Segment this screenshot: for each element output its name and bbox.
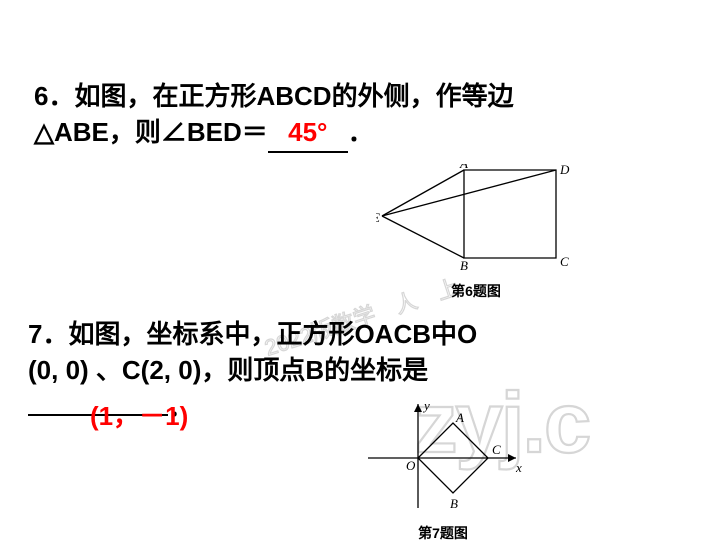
problem-6-answer: 45° <box>288 117 327 147</box>
problem-6-line2-prefix: △ABE，则∠BED＝ <box>34 117 268 147</box>
problem-6-line1: 6．如图，在正方形ABCD的外侧，作等边 <box>34 81 514 111</box>
problem-6-caption: 第6题图 <box>376 281 576 301</box>
label-D: D <box>559 164 570 177</box>
label-B2: B <box>450 496 458 511</box>
label-C2: C <box>492 442 501 457</box>
problem-7-line1: 7．如图，坐标系中，正方形OACB中O <box>28 319 477 349</box>
label-E: E <box>376 210 380 225</box>
problem-6-diagram: A D B C E <box>376 164 576 274</box>
problem-7-diagram: O A C B x y <box>358 398 528 518</box>
label-y: y <box>422 398 430 413</box>
problem-6-figure: A D B C E 第6题图 <box>376 164 576 301</box>
problem-7-figure: O A C B x y 第7题图 <box>358 398 528 543</box>
problem-7-caption: 第7题图 <box>358 523 528 543</box>
label-A: A <box>459 164 468 171</box>
label-x: x <box>515 460 522 475</box>
problem-7-line2: (0, 0) 、C(2, 0)，则顶点B的坐标是 <box>28 355 428 385</box>
problem-6-text: 6．如图，在正方形ABCD的外侧，作等边 △ABE，则∠BED＝ 45° ． <box>34 78 674 153</box>
problem-7-answer: (1，－1) <box>90 396 188 433</box>
label-B: B <box>460 258 468 273</box>
label-C: C <box>560 254 569 269</box>
label-O: O <box>406 458 416 473</box>
problem-6-suffix: ． <box>348 117 374 147</box>
label-A2: A <box>455 410 464 425</box>
